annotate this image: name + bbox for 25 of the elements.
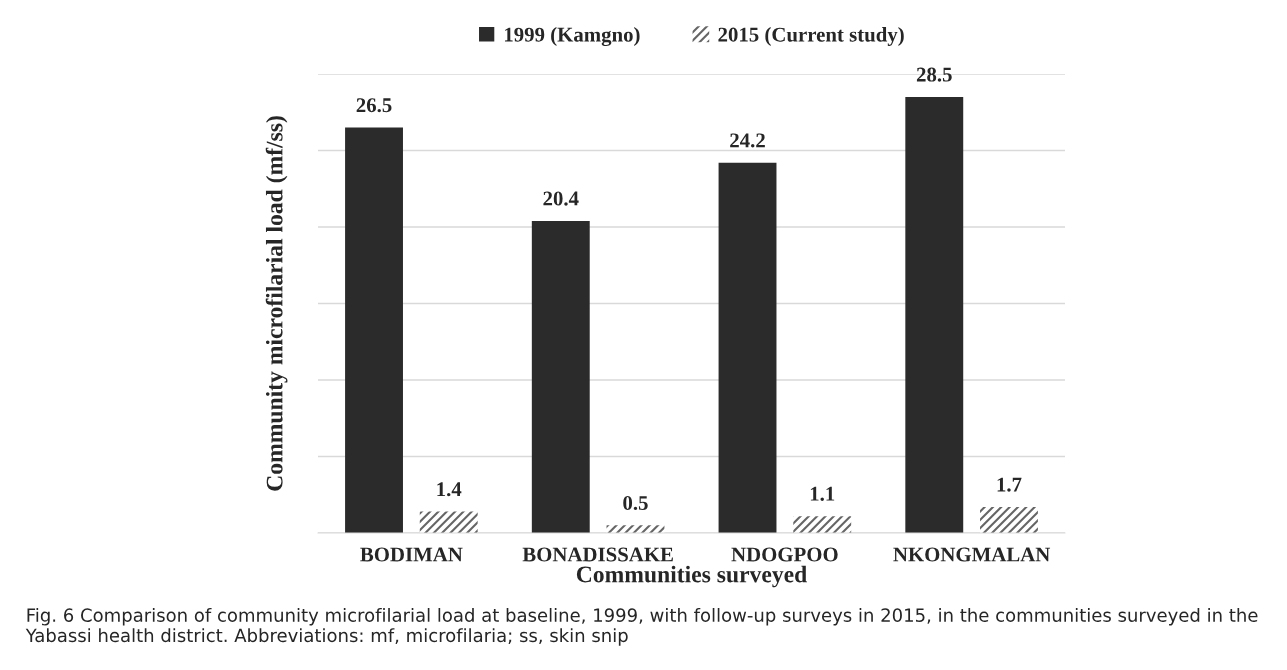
x-tick-label: NKONGMALAN [893, 547, 1051, 562]
x-axis-title: Communities surveyed [576, 565, 807, 588]
y-axis-title: Community microfilarial load (mf/ss) [265, 116, 288, 491]
legend-label: 1999 (Kamgno) [505, 27, 640, 47]
bar [793, 516, 852, 533]
bar [718, 162, 777, 533]
data-label: 1.7 [997, 477, 1022, 492]
data-label: 24.2 [730, 133, 765, 148]
bar [345, 127, 403, 533]
data-label: 1.4 [437, 482, 462, 497]
bar [980, 506, 1038, 533]
bar [905, 96, 964, 533]
data-label: 20.4 [543, 191, 579, 206]
data-label: 1.1 [810, 486, 835, 501]
caption: Fig. 6 Comparison of community microfilarial load at baseline, 1999, with follow-up surveys in 2015, in the communities surveyed in the Yabassi health district. Abbreviations: mf, microfilaria; ss, skin snip [25, 608, 1258, 646]
data-label: 28.5 [916, 67, 952, 82]
bar [531, 220, 590, 533]
data-label: 26.5 [356, 98, 392, 113]
bar [606, 525, 665, 533]
legend-label: 2015 (Current study) [718, 27, 904, 46]
bar [419, 511, 478, 533]
data-label: 0.5 [623, 495, 648, 511]
x-tick-label: NDOGPOO [731, 547, 838, 562]
x-tick-label: BONADISSAKE [522, 547, 673, 562]
x-tick-label: BODIMAN [360, 547, 463, 562]
